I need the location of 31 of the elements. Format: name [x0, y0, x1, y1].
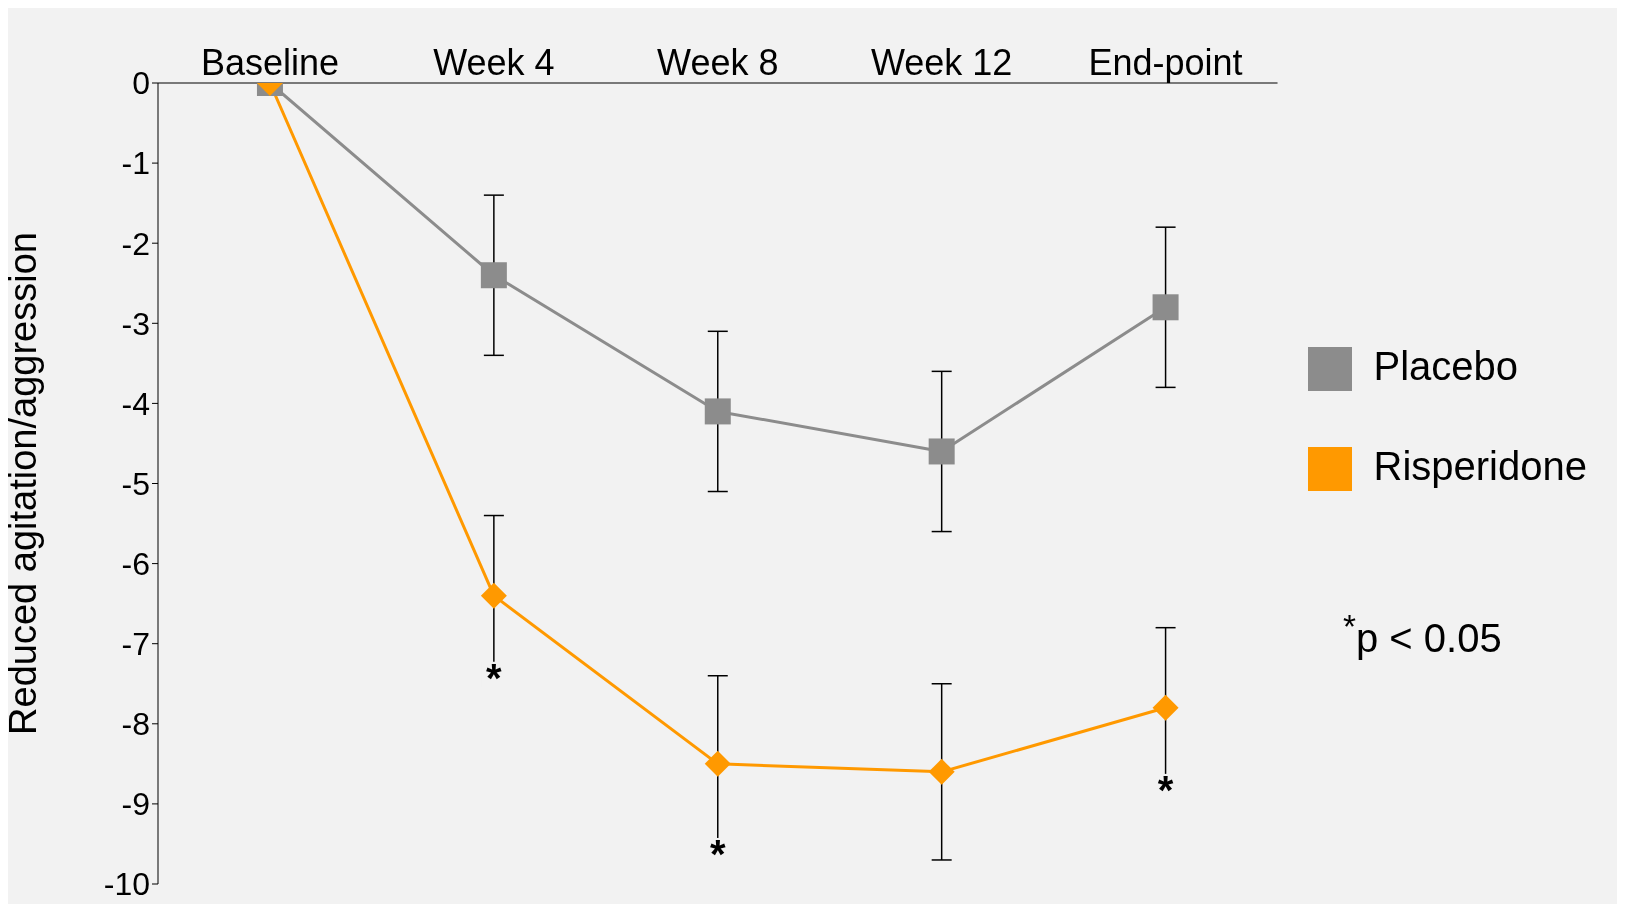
point: [480, 582, 507, 609]
y-tick-label: -5: [121, 465, 150, 502]
y-tick-label: -4: [121, 385, 150, 422]
y-tick-label: -6: [121, 545, 150, 582]
y-tick-label: -2: [121, 225, 150, 262]
point: [704, 750, 731, 777]
point: [1152, 694, 1179, 721]
x-tick-label: Week 8: [657, 42, 779, 83]
y-tick-label: 0: [132, 65, 150, 102]
x-tick-label: End-point: [1088, 42, 1243, 83]
legend-label: Placebo: [1373, 344, 1519, 388]
annotation: *: [486, 655, 503, 700]
y-tick-label: -9: [121, 786, 150, 823]
y-axis-title: Reduced agitation/aggression: [2, 232, 45, 735]
x-tick-label: Week 12: [870, 42, 1013, 83]
text: $^{*}$p < 0.05: [1343, 608, 1502, 662]
y-tick-label: -3: [121, 305, 150, 342]
point: [928, 438, 955, 465]
point: [480, 262, 507, 289]
point: [1152, 294, 1179, 321]
annotation: *: [709, 831, 726, 876]
legend-label: Risperidone: [1373, 444, 1587, 488]
y-tick-label: -1: [121, 145, 150, 182]
y-tick-label: -10: [103, 866, 150, 903]
point: [704, 398, 731, 425]
y-tick-label: -8: [121, 706, 150, 743]
annotation: *: [1157, 767, 1174, 812]
point: [928, 758, 955, 785]
y-tick-label: -7: [121, 626, 150, 663]
x-tick-label: Week 4: [433, 42, 555, 83]
x-tick-label: Baseline: [200, 42, 339, 83]
